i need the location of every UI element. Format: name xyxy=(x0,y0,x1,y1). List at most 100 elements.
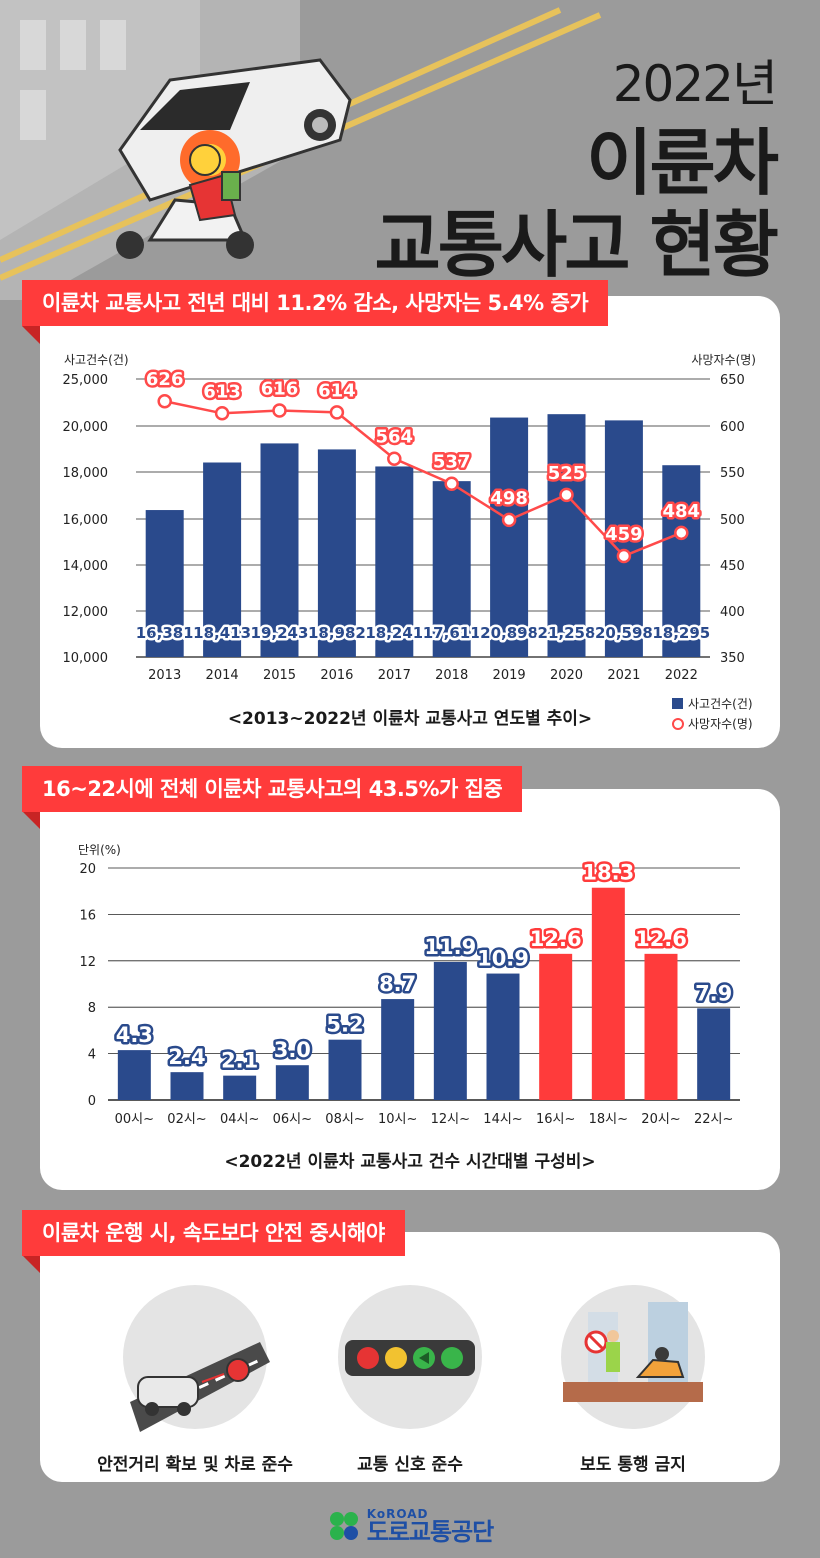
deaths-point xyxy=(616,548,632,564)
bar-share xyxy=(539,953,573,1100)
right-axis-label: 사망자수(명) xyxy=(691,353,756,367)
deaths-value-label: 498 xyxy=(490,488,528,509)
banner-tail xyxy=(22,811,40,829)
bar-share xyxy=(381,999,415,1100)
x-tick-label: 2014 xyxy=(206,668,239,683)
bar-share xyxy=(697,1008,731,1100)
x-tick-label: 18시~ xyxy=(589,1112,628,1127)
x-tick-label: 2015 xyxy=(263,668,296,683)
deaths-point xyxy=(387,451,402,466)
yearly-chart-card: 사고건수(건) 사망자수(명) 10,000 350 12,000 400 14,000 45… xyxy=(40,296,780,748)
x-tick-label: 2019 xyxy=(493,668,526,683)
car-illustration xyxy=(118,58,352,202)
right-tick-label: 500 xyxy=(720,513,745,528)
bar-share xyxy=(275,1065,309,1100)
left-tick-label: 20,000 xyxy=(63,420,109,435)
banner-tail xyxy=(22,1255,40,1273)
hourly-chart: 단위(%) 0 4 8 12 16 20 4.3 00시~ 2.4 02시~ 2.1 04시~ 3.0 06… xyxy=(78,843,740,1127)
right-tick-label: 450 xyxy=(720,559,745,574)
x-tick-label: 2020 xyxy=(550,668,583,683)
bar-accidents xyxy=(317,449,356,657)
deaths-value-label: 459 xyxy=(605,524,643,545)
bar-accidents xyxy=(260,443,299,657)
right-tick-label: 550 xyxy=(720,466,745,481)
right-tick-label: 650 xyxy=(720,373,745,388)
title-year: 2022년 xyxy=(612,55,778,113)
title-main: 이륜차 xyxy=(586,121,779,205)
bar-share xyxy=(591,887,625,1100)
x-tick-label: 00시~ xyxy=(115,1112,154,1127)
x-tick-label: 14시~ xyxy=(483,1112,522,1127)
bar-value-label: 12.6 xyxy=(635,927,687,951)
deaths-point xyxy=(559,487,574,503)
deaths-point xyxy=(157,393,172,409)
koroad-logo: KoROAD 도로교통공단 xyxy=(327,1508,494,1544)
bar-share xyxy=(170,1072,204,1100)
motorcycle-illustration xyxy=(116,130,254,259)
deaths-line xyxy=(164,400,682,558)
bar-value-label: 19,243 xyxy=(251,624,309,642)
bar-value-label: 11.9 xyxy=(424,935,476,959)
deaths-value-label: 564 xyxy=(376,427,414,448)
bar-value-label: 21,258 xyxy=(538,624,596,642)
bar-accidents xyxy=(203,462,242,657)
deaths-value-label: 616 xyxy=(261,379,299,400)
x-tick-label: 2021 xyxy=(607,668,640,683)
deaths-point xyxy=(444,476,459,491)
deaths-point xyxy=(674,525,689,541)
safety-label-distance: 안전거리 확보 및 차로 준수 xyxy=(97,1455,293,1475)
bar-value-label: 5.2 xyxy=(326,1013,363,1037)
x-tick-label: 04시~ xyxy=(220,1112,259,1127)
bar-value-label: 18,241 xyxy=(365,624,423,642)
bar-share xyxy=(433,961,467,1100)
left-tick-label: 14,000 xyxy=(63,559,109,574)
bar-accidents xyxy=(375,466,414,657)
x-tick-label: 2018 xyxy=(435,668,468,683)
x-tick-label: 10시~ xyxy=(378,1112,417,1127)
bar-value-label: 20,898 xyxy=(480,624,538,642)
title-sub: 교통사고 현황 xyxy=(374,203,779,287)
bar-accidents xyxy=(662,465,701,657)
bar-value-label: 18,295 xyxy=(652,624,710,642)
koroad-logo-icon xyxy=(329,1512,358,1540)
y-tick-label: 8 xyxy=(88,1001,96,1016)
bar-share xyxy=(117,1050,151,1100)
traffic-light-icon xyxy=(338,1285,482,1429)
x-tick-label: 2013 xyxy=(148,668,181,683)
bar-accidents xyxy=(604,420,643,657)
deaths-point xyxy=(214,406,230,421)
x-tick-label: 16시~ xyxy=(536,1112,575,1127)
section3-banner: 이륜차 운행 시, 속도보다 안전 중시해야 xyxy=(22,1210,405,1256)
safety-item-distance: 안전거리 확보 및 차로 준수 xyxy=(80,1282,310,1475)
x-tick-label: 08시~ xyxy=(325,1112,364,1127)
yearly-chart-caption: <2013~2022년 이륜차 교통사고 연도별 추이> xyxy=(227,709,593,729)
deaths-value-label: 614 xyxy=(318,380,356,401)
yearly-chart: 사고건수(건) 사망자수(명) 10,000 350 12,000 400 14,000 45… xyxy=(63,353,757,731)
legend-accidents-swatch xyxy=(672,698,683,709)
x-tick-label: 2017 xyxy=(378,668,411,683)
deaths-value-label: 626 xyxy=(146,369,184,390)
bar-value-label: 8.7 xyxy=(379,972,416,996)
legend-accidents-label: 사고건수(건) xyxy=(688,697,753,711)
bar-value-label: 4.3 xyxy=(116,1023,153,1047)
y-tick-label: 16 xyxy=(79,908,96,923)
left-tick-label: 18,000 xyxy=(63,466,109,481)
y-tick-label: 4 xyxy=(88,1048,96,1063)
deaths-value-label: 613 xyxy=(203,381,241,402)
bar-value-label: 10.9 xyxy=(477,947,529,971)
hourly-chart-card: 단위(%) 0 4 8 12 16 20 4.3 00시~ 2.4 02시~ 2.1 04시~ 3.0 06… xyxy=(40,789,780,1190)
right-tick-label: 600 xyxy=(720,420,745,435)
hourly-chart-caption: <2022년 이륜차 교통사고 건수 시간대별 구성비> xyxy=(224,1152,596,1172)
y-tick-label: 0 xyxy=(88,1094,96,1109)
y-tick-label: 12 xyxy=(79,955,96,970)
x-tick-label: 12시~ xyxy=(431,1112,470,1127)
x-tick-label: 2016 xyxy=(320,668,353,683)
footer: KoROAD 도로교통공단 xyxy=(0,1508,820,1547)
x-tick-label: 22시~ xyxy=(694,1112,733,1127)
bar-value-label: 18.3 xyxy=(582,861,634,885)
x-tick-label: 02시~ xyxy=(167,1112,206,1127)
bar-value-label: 17,611 xyxy=(423,624,481,642)
left-tick-label: 10,000 xyxy=(63,651,109,666)
x-tick-label: 2022 xyxy=(665,668,698,683)
safety-item-sidewalk: 보도 통행 금지 xyxy=(518,1282,748,1475)
